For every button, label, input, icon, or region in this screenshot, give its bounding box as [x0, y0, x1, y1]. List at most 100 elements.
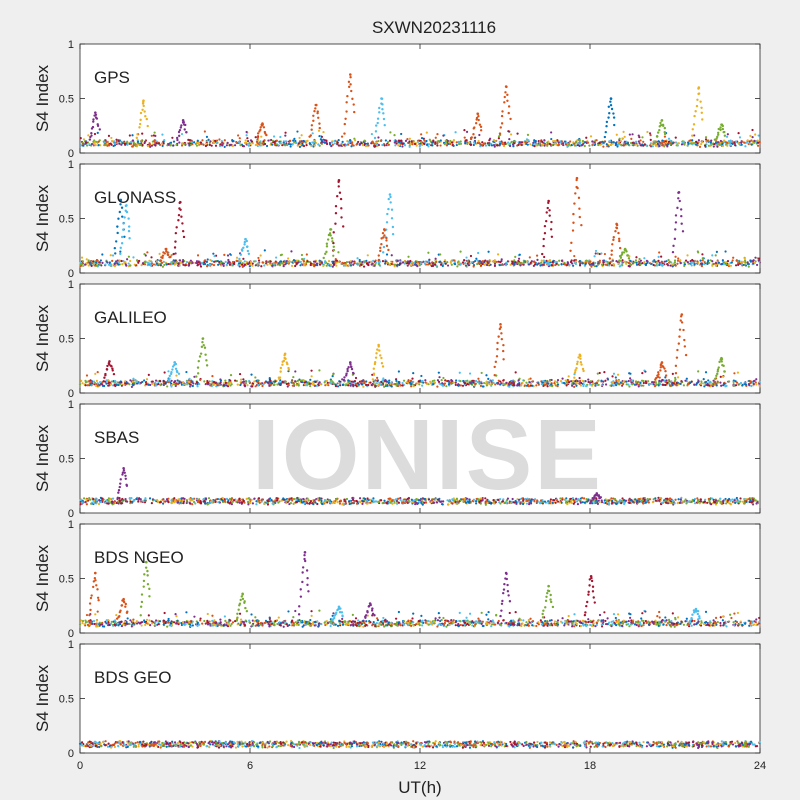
data-point: [477, 140, 480, 143]
spike-point: [181, 222, 184, 225]
spike-point: [377, 258, 381, 262]
data-point: [310, 369, 313, 372]
spike-point: [116, 225, 119, 228]
data-point: [413, 142, 417, 146]
data-point: [637, 383, 641, 386]
data-point: [188, 262, 191, 265]
data-point: [735, 140, 738, 144]
data-point: [726, 144, 729, 147]
spike-point: [117, 217, 120, 220]
data-point: [194, 502, 197, 505]
data-point: [743, 259, 747, 262]
data-point: [120, 143, 123, 146]
data-point: [701, 253, 704, 256]
spike-point: [475, 116, 479, 120]
spike-point: [185, 131, 188, 134]
data-point: [112, 144, 115, 148]
data-point: [680, 380, 683, 383]
data-point: [560, 140, 564, 143]
spike-point: [656, 131, 660, 134]
data-point: [691, 139, 694, 142]
spike-peak: [383, 228, 386, 231]
data-point: [554, 263, 557, 267]
spike-point: [498, 132, 502, 135]
data-point: [523, 384, 527, 387]
data-point: [173, 379, 177, 383]
data-point: [621, 137, 624, 140]
data-point: [557, 263, 560, 267]
data-point: [101, 383, 104, 386]
data-point: [242, 257, 245, 260]
spike-point: [387, 197, 390, 201]
data-point: [615, 379, 618, 382]
data-point: [628, 385, 631, 388]
data-point: [500, 263, 503, 266]
data-point: [458, 371, 461, 374]
data-point: [185, 260, 189, 264]
data-point: [400, 132, 403, 136]
data-point: [435, 501, 439, 504]
data-point: [298, 136, 301, 140]
data-point: [167, 262, 170, 266]
spike-point: [506, 93, 509, 97]
data-point: [736, 371, 740, 374]
data-point: [509, 133, 513, 136]
data-point: [124, 383, 127, 387]
data-point: [525, 381, 528, 384]
data-point: [643, 257, 646, 260]
data-point: [353, 261, 356, 264]
data-point: [505, 261, 508, 264]
data-point: [465, 130, 469, 134]
spike-point: [658, 128, 661, 132]
data-point: [425, 139, 428, 143]
data-point: [558, 259, 561, 262]
data-point: [581, 262, 584, 265]
plot-area: [79, 163, 761, 274]
spike-point: [177, 372, 181, 375]
spike-point: [375, 352, 378, 355]
data-point: [420, 133, 423, 136]
data-point: [514, 261, 517, 264]
spike-point: [122, 222, 125, 225]
data-point: [203, 130, 206, 133]
data-point: [284, 144, 287, 147]
data-point: [658, 263, 661, 267]
data-point: [468, 262, 471, 265]
data-point: [622, 382, 625, 386]
data-point: [671, 384, 674, 387]
spike-point: [144, 114, 147, 118]
data-point: [739, 381, 743, 385]
data-point: [427, 251, 430, 254]
data-point: [554, 142, 557, 145]
data-point: [605, 143, 608, 146]
data-point: [284, 134, 287, 137]
data-point: [136, 143, 139, 146]
data-point: [463, 129, 466, 132]
data-point: [207, 138, 210, 141]
data-point: [80, 379, 83, 382]
data-point: [431, 262, 435, 265]
data-point: [567, 381, 571, 384]
data-point: [332, 373, 335, 376]
data-point: [163, 139, 166, 142]
data-point: [147, 373, 150, 377]
data-point: [684, 379, 687, 382]
data-point: [712, 145, 715, 148]
data-point: [711, 264, 714, 267]
spike-point: [609, 100, 612, 103]
data-point: [196, 385, 199, 388]
data-point: [602, 141, 605, 144]
data-point: [301, 379, 304, 382]
data-point: [569, 140, 572, 143]
data-point: [111, 259, 114, 262]
data-point: [111, 497, 115, 500]
data-point: [597, 383, 600, 386]
data-point: [126, 140, 129, 143]
spike-point: [171, 368, 174, 371]
data-point: [279, 262, 282, 265]
data-point: [202, 143, 205, 146]
panel-label: GLONASS: [94, 188, 176, 207]
spike-point: [695, 104, 699, 108]
spike-point: [607, 116, 610, 119]
data-point: [439, 260, 442, 263]
